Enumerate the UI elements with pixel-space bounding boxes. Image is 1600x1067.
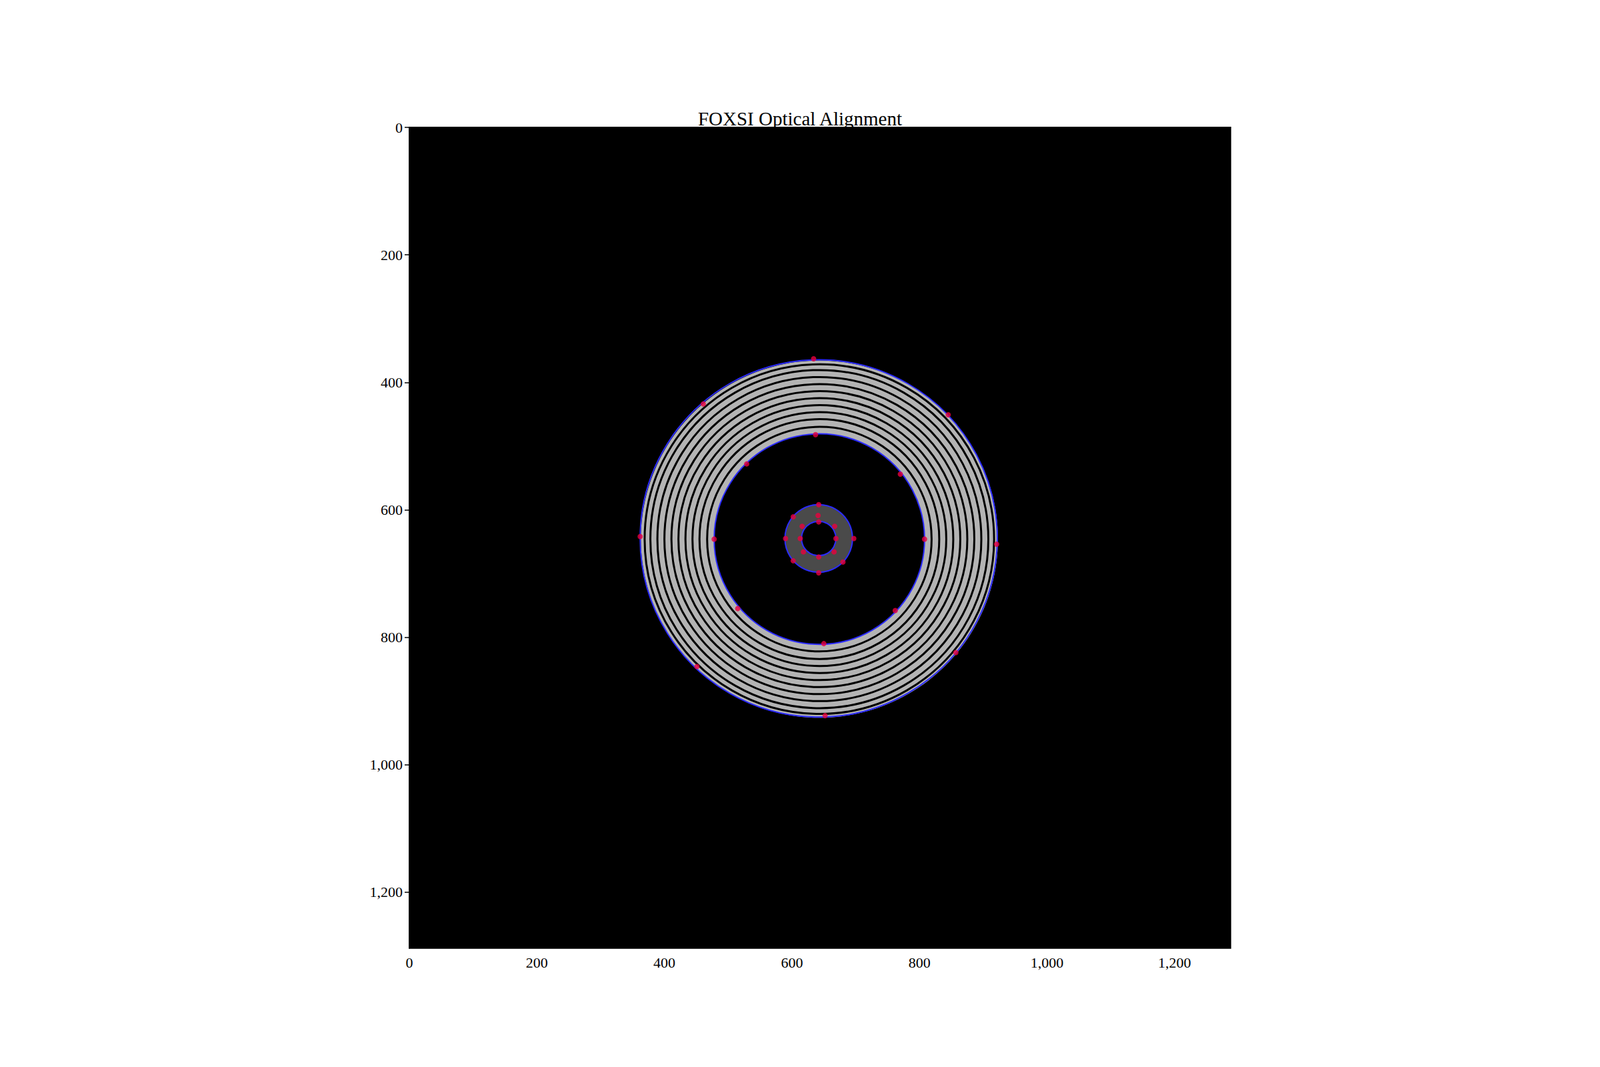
svg-text:200: 200: [380, 246, 403, 264]
svg-text:400: 400: [380, 374, 403, 391]
svg-text:600: 600: [380, 501, 403, 518]
svg-text:800: 800: [908, 954, 931, 971]
svg-text:1,200: 1,200: [1158, 954, 1192, 971]
svg-text:1,200: 1,200: [370, 883, 404, 900]
svg-text:FOXSI Optical Alignment: FOXSI Optical Alignment: [698, 108, 902, 130]
svg-text:1,000: 1,000: [370, 756, 404, 773]
svg-text:400: 400: [653, 954, 676, 971]
svg-text:800: 800: [380, 628, 403, 646]
svg-text:600: 600: [780, 954, 803, 971]
svg-text:0: 0: [395, 119, 403, 136]
svg-text:0: 0: [406, 954, 414, 971]
svg-text:200: 200: [526, 954, 548, 971]
svg-text:1,000: 1,000: [1030, 954, 1064, 971]
